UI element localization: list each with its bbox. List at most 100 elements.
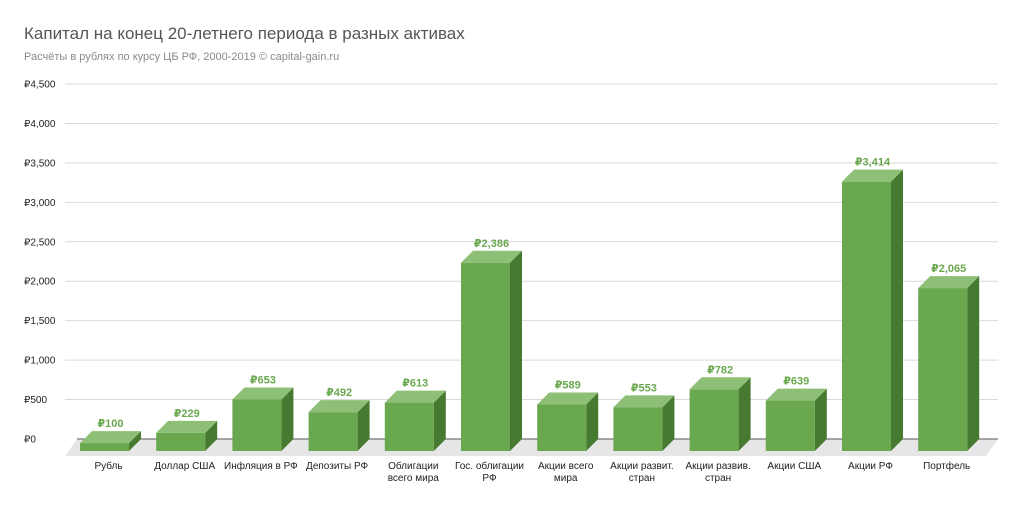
bar-front [765,400,815,451]
category-label: Акции развив. стран [685,461,750,484]
chart-title: Капитал на конец 20-летнего периода в ра… [24,24,465,43]
data-label: ₽589 [555,380,581,392]
bar-front [689,389,739,451]
y-axis-ticks: ₽0 ₽500 ₽1,000 ₽1,500 ₽2,000 ₽2,500 ₽3,000 ₽3,5… [24,80,56,446]
category-label: Акции США [767,461,821,472]
bar [156,420,218,451]
bar [842,169,903,451]
category-label: Акции РФ [848,461,893,472]
bar-side [586,392,599,451]
data-label: ₽639 [783,376,809,388]
bar-top [461,250,522,263]
bar-side [967,276,980,451]
y-tick-label: ₽3,000 [24,198,56,209]
bar-top [613,395,675,408]
data-label: ₽553 [631,382,657,394]
bar-top [308,400,370,413]
category-label-line: Акции развит. [610,461,673,472]
bar-side [205,420,218,451]
bar-front [232,399,282,451]
bar [80,431,141,451]
category-label-line: Гос. облигации [455,460,524,472]
y-tick-label: ₽1,500 [24,316,56,327]
category-label: Портфель [923,460,970,472]
bar [537,392,599,451]
bar [461,250,522,451]
category-label-line: Портфель [923,460,970,472]
category-label: Рубль [94,460,122,472]
category-label: Облигации всего мира [388,460,440,484]
bar-side [433,390,446,451]
bar [689,377,751,451]
category-label-line: Доллар США [154,461,215,472]
y-tick-label: ₽2,000 [24,277,56,288]
bar-side [891,169,903,451]
bar-side [738,377,751,451]
bar-side [814,388,827,451]
bar-side [357,400,370,451]
category-label-line: Инфляция в РФ [224,460,298,472]
category-label-line: стран [705,473,731,484]
bar-top [918,276,980,289]
data-label: ₽2,386 [474,238,509,250]
category-label-line: мира [554,473,578,484]
y-tick-label: ₽1,000 [24,356,56,367]
bar-top [80,431,141,444]
category-label-line: Акции развив. [685,461,750,472]
bar-front [918,288,968,451]
bar-top [689,377,751,390]
data-label: ₽653 [250,374,276,386]
bar-top [156,420,218,433]
bars [80,169,980,451]
category-label-line: Акции всего [538,461,594,472]
category-label-line: всего мира [388,473,440,484]
category-label: Инфляция в РФ [224,460,298,472]
floor-plane [65,439,998,456]
bar-side [129,431,141,451]
y-tick-label: ₽3,500 [24,158,56,169]
category-label: Доллар США [154,461,215,472]
data-label: ₽492 [326,387,352,399]
category-label-line: Рубль [94,460,122,472]
y-tick-label: ₽2,500 [24,237,56,248]
bar-front [613,407,663,451]
data-label: ₽782 [707,364,733,376]
bar [232,387,294,451]
category-label: Акции развит. стран [610,461,673,484]
bar-top [232,387,294,400]
bar-top [765,388,827,401]
bar-front [308,412,358,451]
bar-front [461,262,510,451]
category-label-line: Депозиты РФ [306,461,368,472]
bar-front [537,404,587,451]
category-label: Акции всего мира [538,461,594,484]
bar [384,390,446,451]
bar [613,395,675,451]
x-axis-categories: Рубль Доллар США Инфляция в РФ Депозиты РФ О… [94,460,970,484]
y-tick-label: ₽0 [24,435,36,446]
bar [918,276,980,451]
bar-side [281,387,294,451]
data-label: ₽2,065 [931,263,966,275]
y-tick-label: ₽4,500 [24,80,56,91]
bar-side [662,395,675,451]
category-label-line: Акции РФ [848,461,893,472]
data-labels: ₽100 ₽229 ₽653 ₽492 ₽613 ₽2,386 ₽589 ₽553 ₽782 ₽6… [97,157,966,430]
data-label: ₽3,414 [855,157,891,169]
bar-side [510,250,522,451]
category-label: Депозиты РФ [306,461,368,472]
category-label: Гос. облигации РФ [455,460,524,484]
data-label: ₽613 [402,378,428,390]
bar-front [842,181,891,451]
bar-front [80,443,129,451]
category-label-line: Акции США [767,461,821,472]
y-tick-label: ₽4,000 [24,119,56,130]
bar-top [384,390,446,403]
y-tick-label: ₽500 [24,395,47,406]
category-label-line: Облигации [388,460,438,472]
data-label: ₽100 [97,418,123,430]
chart-subtitle: Расчёты в рублях по курсу ЦБ РФ, 2000-20… [24,51,340,63]
bar-top [537,392,599,405]
bar [308,400,370,451]
